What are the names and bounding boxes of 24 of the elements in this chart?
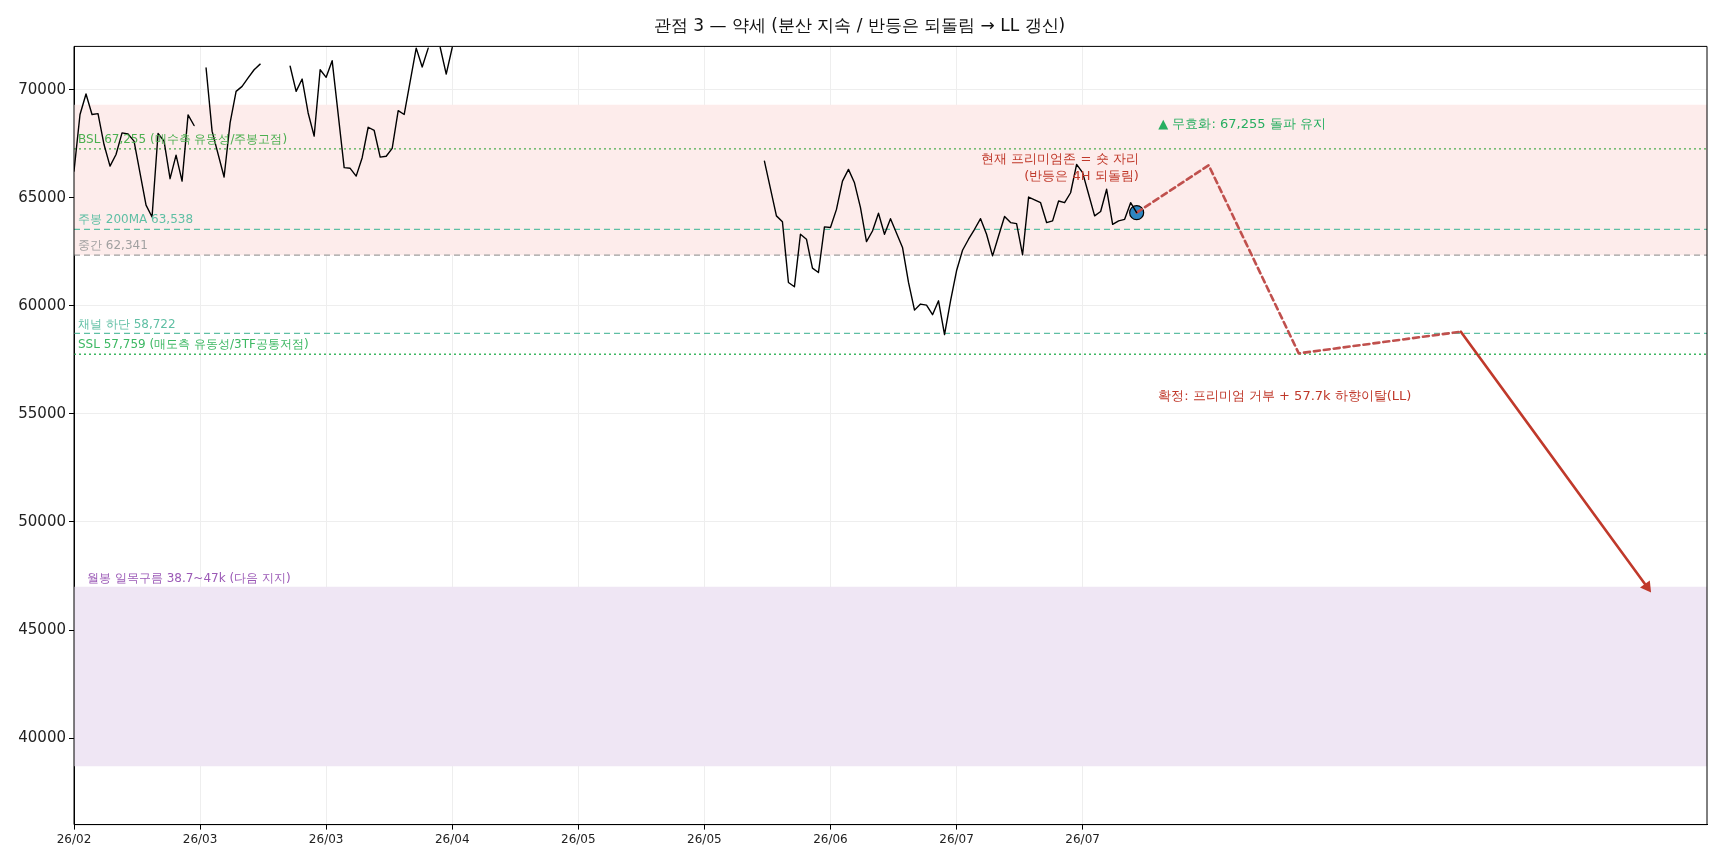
y-tick-label: 70000 xyxy=(18,79,66,98)
x-tick-label: 26/02 xyxy=(56,831,92,846)
ref-line-label: SSL 57,759 (매도측 유동성/3TF공통저점) xyxy=(78,337,309,352)
chart-title: 관점 3 — 약세 (분산 지속 / 반등은 되돌림 → LL 갱신) xyxy=(653,14,1066,35)
y-tick-label: 50000 xyxy=(18,511,66,530)
x-tick-label: 26/07 xyxy=(939,831,974,846)
x-tick-label: 26/05 xyxy=(561,831,596,846)
annotation: ▲ 무효화: 67,255 돌파 유지 xyxy=(1158,115,1326,131)
band-label: 월봉 일목구름 38.7~47k (다음 지지) xyxy=(87,570,291,585)
y-tick-label: 60000 xyxy=(18,295,66,314)
x-tick-label: 26/06 xyxy=(813,831,848,846)
x-tick-label: 26/04 xyxy=(434,831,470,846)
ref-line-label: 채널 하단 58,722 xyxy=(78,316,176,331)
ref-line-label: 중간 62,341 xyxy=(78,238,148,253)
x-tick-label: 26/07 xyxy=(1065,831,1100,846)
x-tick-label: 26/03 xyxy=(308,831,344,846)
y-tick-label: 55000 xyxy=(18,403,66,422)
ref-line-label: 주봉 200MA 63,538 xyxy=(78,212,194,227)
y-tick-label: 40000 xyxy=(18,728,66,747)
x-tick-label: 26/03 xyxy=(182,831,218,846)
x-tick-label: 26/05 xyxy=(687,831,722,846)
y-tick-label: 45000 xyxy=(18,619,66,638)
y-tick-label: 65000 xyxy=(18,187,66,206)
annotation: 확정: 프리미엄 거부 + 57.7k 하향이탈(LL) xyxy=(1158,387,1412,403)
